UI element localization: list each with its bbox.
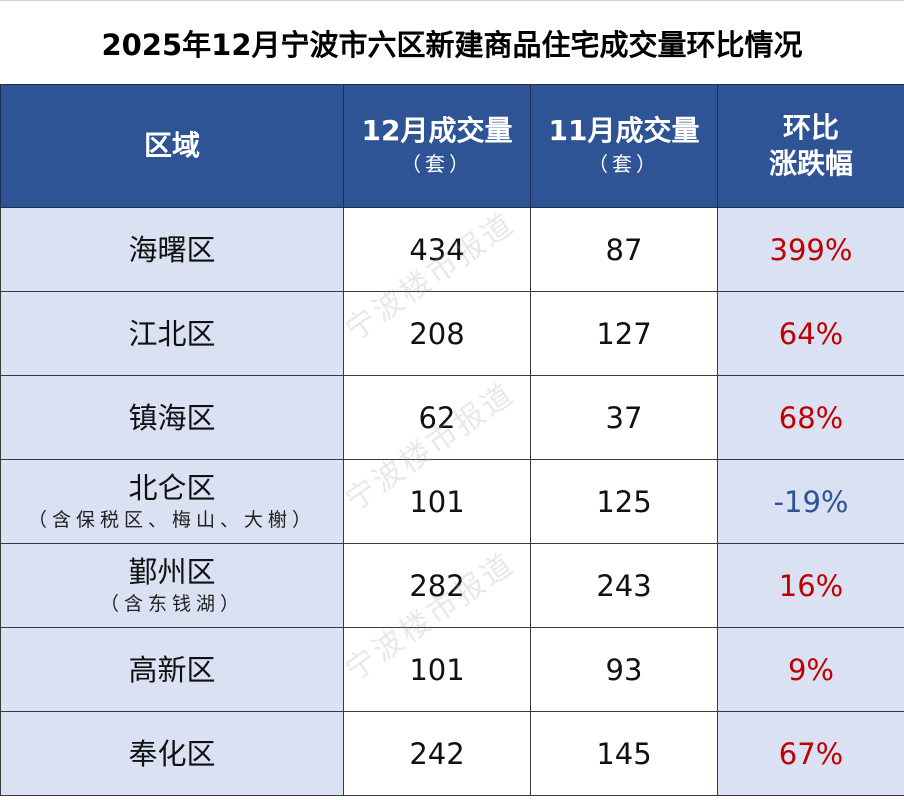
region-cell: 鄞州区 （含东钱湖） <box>0 543 344 628</box>
december-cell: 101 <box>343 627 531 712</box>
change-cell: 9% <box>717 627 904 712</box>
region-cell: 奉化区 <box>0 711 344 796</box>
december-cell: 242 <box>343 711 531 796</box>
change-cell: 16% <box>717 543 904 628</box>
table-row: 江北区 208 127 64% <box>0 291 904 376</box>
november-cell: 145 <box>530 711 718 796</box>
november-cell: 243 <box>530 543 718 628</box>
november-cell: 93 <box>530 627 718 712</box>
december-cell: 282 <box>343 543 531 628</box>
december-cell: 62 <box>343 375 531 460</box>
change-cell: 399% <box>717 207 904 292</box>
region-note: （含东钱湖） <box>99 592 244 615</box>
header-december: 12月成交量 （套） <box>343 84 531 208</box>
change-cell: 67% <box>717 711 904 796</box>
region-cell: 江北区 <box>0 291 344 376</box>
table-row: 海曙区 434 87 399% <box>0 207 904 292</box>
header-region: 区域 <box>0 84 344 208</box>
region-note: （含保税区、梅山、大榭） <box>27 508 316 531</box>
november-cell: 87 <box>530 207 718 292</box>
november-cell: 127 <box>530 291 718 376</box>
sales-table: 区域 12月成交量 （套） 11月成交量 （套） 环比 涨跌幅 海曙区 434 … <box>0 84 904 796</box>
december-cell: 208 <box>343 291 531 376</box>
region-cell: 高新区 <box>0 627 344 712</box>
header-november: 11月成交量 （套） <box>530 84 718 208</box>
change-cell: 68% <box>717 375 904 460</box>
region-cell: 北仑区 （含保税区、梅山、大榭） <box>0 459 344 544</box>
december-cell: 101 <box>343 459 531 544</box>
december-cell: 434 <box>343 207 531 292</box>
change-cell: -19% <box>717 459 904 544</box>
table-row: 北仑区 （含保税区、梅山、大榭） 101 125 -19% <box>0 459 904 544</box>
table-row: 鄞州区 （含东钱湖） 282 243 16% <box>0 543 904 628</box>
region-cell: 海曙区 <box>0 207 344 292</box>
table-row: 奉化区 242 145 67% <box>0 711 904 796</box>
change-cell: 64% <box>717 291 904 376</box>
page-title: 2025年12月宁波市六区新建商品住宅成交量环比情况 <box>101 27 803 62</box>
title-bar: 2025年12月宁波市六区新建商品住宅成交量环比情况 <box>0 0 904 84</box>
header-row: 区域 12月成交量 （套） 11月成交量 （套） 环比 涨跌幅 <box>0 84 904 208</box>
header-change: 环比 涨跌幅 <box>717 84 904 208</box>
table-row: 镇海区 62 37 68% <box>0 375 904 460</box>
region-cell: 镇海区 <box>0 375 344 460</box>
november-cell: 125 <box>530 459 718 544</box>
november-cell: 37 <box>530 375 718 460</box>
table-row: 高新区 101 93 9% <box>0 627 904 712</box>
